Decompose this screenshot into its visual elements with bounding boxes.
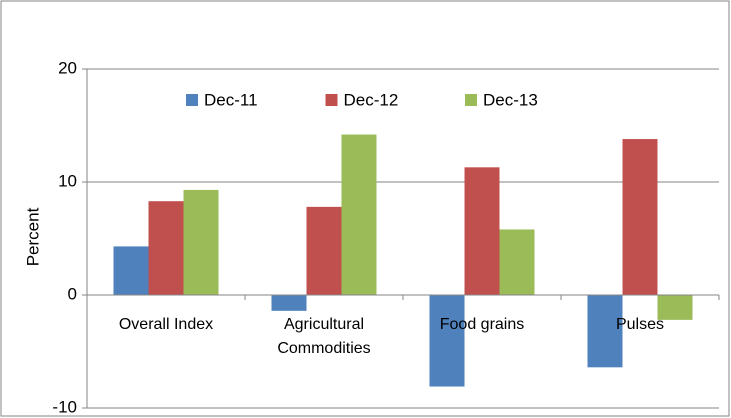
y-tick-label: -10 bbox=[52, 397, 77, 416]
legend-marker bbox=[186, 94, 198, 106]
legend-label: Dec-11 bbox=[204, 90, 258, 109]
bar bbox=[464, 167, 500, 295]
y-axis-label: Percent bbox=[23, 207, 42, 266]
bar bbox=[622, 139, 658, 295]
bar bbox=[499, 229, 535, 295]
bar bbox=[306, 206, 342, 295]
legend-label: Dec-13 bbox=[483, 90, 538, 109]
y-tick-label: 0 bbox=[68, 284, 77, 303]
x-tick-label: Pulses bbox=[615, 316, 665, 333]
legend-label: Dec-12 bbox=[344, 90, 399, 109]
y-tick-label: 20 bbox=[58, 58, 77, 77]
x-tick-label: Overall Index bbox=[118, 316, 214, 333]
y-tick-label: 10 bbox=[58, 171, 77, 190]
x-tick-label: Agricultural Commodities bbox=[277, 316, 371, 357]
bar bbox=[183, 189, 219, 295]
bar bbox=[271, 295, 307, 311]
bar bbox=[587, 295, 623, 368]
bar bbox=[113, 246, 149, 295]
legend-marker bbox=[325, 94, 338, 106]
legend-marker bbox=[465, 94, 477, 106]
bar bbox=[429, 295, 465, 387]
bar bbox=[657, 295, 693, 320]
bar bbox=[148, 201, 184, 295]
x-tick-label: Food grains bbox=[439, 316, 525, 333]
bar bbox=[341, 134, 377, 295]
